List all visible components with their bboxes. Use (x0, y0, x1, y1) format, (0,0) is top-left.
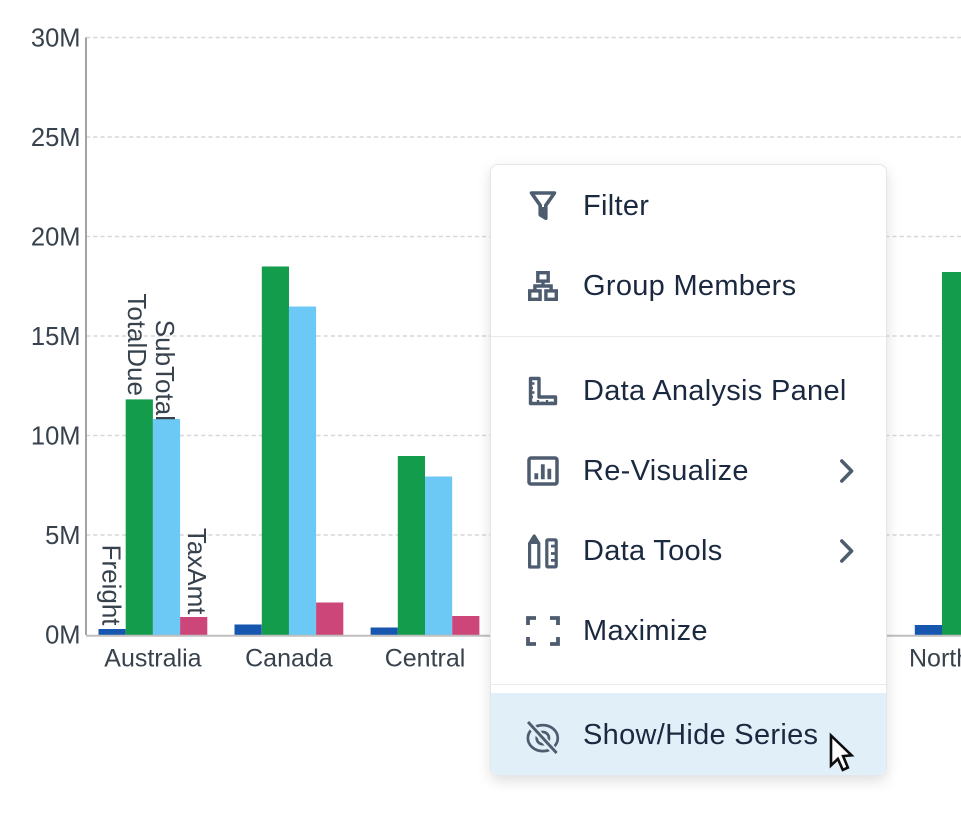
svg-text:Freight: Freight (97, 545, 127, 627)
svg-text:TotalDue: TotalDue (122, 293, 152, 396)
svg-text:Central: Central (385, 645, 466, 673)
svg-text:SubTotal: SubTotal (150, 320, 180, 421)
svg-text:TaxAmt: TaxAmt (182, 528, 212, 615)
svg-text:30M: 30M (31, 25, 81, 53)
svg-text:Canada: Canada (245, 645, 333, 673)
svg-text:Northwest: Northwest (909, 645, 961, 673)
svg-text:0M: 0M (45, 622, 80, 650)
svg-text:15M: 15M (31, 323, 81, 351)
svg-text:25M: 25M (31, 124, 81, 152)
svg-text:10M: 10M (31, 423, 81, 451)
svg-text:Australia: Australia (104, 645, 201, 673)
svg-text:20M: 20M (31, 224, 81, 252)
svg-text:5M: 5M (45, 522, 80, 550)
